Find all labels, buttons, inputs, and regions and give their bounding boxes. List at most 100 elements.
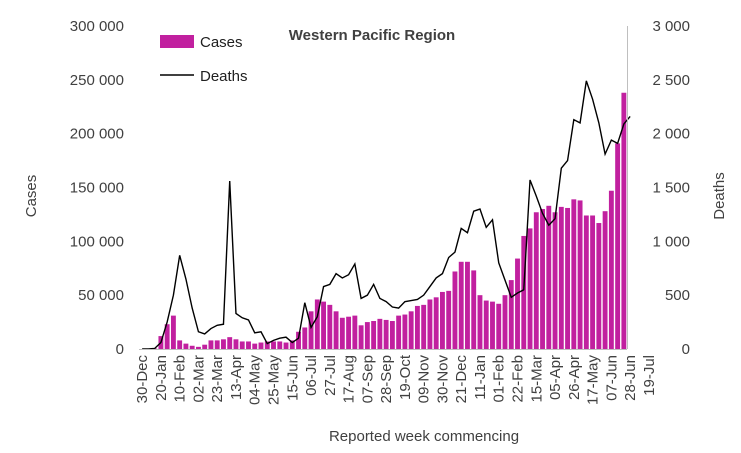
x-tick-label: 28-Sep	[378, 355, 395, 403]
cases-bar	[452, 271, 458, 349]
cases-bar	[402, 314, 408, 349]
legend-cases-label: Cases	[200, 34, 243, 51]
x-tick-label: 20-Jan	[153, 355, 170, 401]
x-tick-label: 06-Jul	[303, 355, 320, 396]
x-tick-label: 27-Jul	[322, 355, 339, 396]
x-tick-label: 11-Jan	[472, 355, 489, 400]
cases-bar	[252, 343, 258, 349]
cases-bar	[283, 342, 289, 349]
cases-bar	[164, 324, 170, 349]
x-tick-label: 30-Nov	[434, 355, 451, 404]
x-axis-title: Reported week commencing	[329, 428, 519, 445]
cases-bar	[177, 340, 183, 349]
y2-tick-label: 1 000	[652, 233, 690, 250]
y2-tick-label: 2 500	[652, 72, 690, 89]
cases-bar	[364, 322, 370, 349]
cases-bar	[302, 327, 308, 349]
cases-bar	[296, 331, 301, 349]
y2-tick-label: 500	[665, 287, 690, 304]
x-tick-label: 02-Mar	[190, 355, 207, 403]
x-tick-label: 10-Feb	[172, 355, 189, 403]
cases-bar	[608, 190, 614, 349]
cases-bar	[590, 215, 596, 349]
cases-bar	[521, 235, 527, 349]
x-tick-label: 22-Feb	[510, 355, 527, 403]
cases-bar	[239, 341, 245, 349]
cases-bar	[615, 143, 621, 349]
y-tick-label: 300 000	[70, 18, 124, 35]
cases-bar	[327, 304, 333, 349]
cases-bar	[358, 325, 364, 349]
cases-bar	[496, 303, 502, 349]
x-tick-label: 19-Oct	[397, 354, 414, 400]
x-tick-label: 19-Jul	[641, 355, 658, 396]
cases-bar	[490, 301, 495, 349]
cases-bars	[152, 92, 627, 349]
cases-bar	[352, 315, 358, 349]
cases-bar	[170, 315, 176, 349]
cases-bar	[389, 321, 395, 349]
legend-deaths-label: Deaths	[200, 68, 248, 85]
cases-bar	[371, 321, 377, 349]
deaths-line	[142, 80, 631, 350]
cases-bar	[196, 346, 201, 349]
cases-bar	[346, 316, 352, 349]
cases-bar	[552, 212, 558, 349]
cases-bar	[446, 290, 452, 349]
cases-bar	[202, 344, 208, 349]
cases-bar	[277, 341, 283, 349]
y-axis-ticks: 0 50 000 100 000 150 000 200 000 250 000 300 0…	[70, 18, 124, 358]
cases-bar	[339, 317, 345, 349]
cases-bar	[465, 261, 470, 349]
y2-tick-label: 1 500	[652, 180, 690, 197]
cases-bar	[314, 299, 320, 349]
cases-bar	[271, 341, 276, 349]
x-tick-label: 15-Jun	[284, 355, 301, 401]
y-tick-label: 250 000	[70, 72, 124, 89]
cases-bar	[565, 207, 570, 349]
cases-bar	[308, 311, 314, 349]
cases-bar	[383, 319, 389, 349]
x-tick-label: 15-Mar	[528, 355, 545, 403]
legend: Cases Deaths	[160, 34, 248, 85]
x-tick-label: 05-Apr	[547, 355, 564, 400]
x-tick-label: 21-Dec	[453, 355, 470, 404]
cases-bar	[577, 200, 583, 349]
cases-bar	[258, 342, 264, 349]
cases-bar	[221, 339, 226, 349]
x-axis-ticks: 30-Dec 20-Jan 10-Feb 02-Mar 23-Mar 13-Apr 04-M…	[134, 354, 658, 405]
cases-bar	[227, 337, 233, 349]
cases-bar	[502, 295, 508, 349]
x-tick-label: 04-May	[247, 355, 264, 406]
x-tick-label: 13-Apr	[228, 355, 245, 400]
cases-bar	[515, 258, 520, 349]
cases-bar	[396, 315, 402, 349]
legend-cases-swatch	[160, 35, 194, 48]
x-tick-label: 28-Jun	[622, 355, 639, 401]
cases-bar	[540, 209, 545, 349]
x-tick-label: 30-Dec	[134, 355, 151, 404]
cases-bar	[408, 311, 414, 349]
x-tick-label: 01-Feb	[491, 355, 508, 403]
cases-bar	[208, 340, 214, 349]
y2-tick-label: 0	[682, 341, 690, 358]
cases-bar	[233, 339, 239, 349]
cases-bar	[433, 297, 439, 349]
cases-bar	[421, 304, 427, 349]
y-axis-title: Cases	[23, 175, 40, 218]
x-tick-label: 23-Mar	[209, 355, 226, 403]
cases-bar	[596, 223, 602, 349]
cases-bar	[427, 299, 433, 349]
y-tick-label: 0	[116, 341, 124, 358]
y2-axis-ticks: 0 500 1 000 1 500 2 000 2 500 3 000	[652, 18, 690, 358]
y2-tick-label: 2 000	[652, 126, 690, 143]
cases-bar	[183, 343, 189, 349]
y-tick-label: 150 000	[70, 180, 124, 197]
chart-title: Western Pacific Region	[289, 27, 455, 44]
y-tick-label: 200 000	[70, 126, 124, 143]
cases-bar	[483, 300, 489, 349]
cases-bar	[508, 280, 514, 349]
x-tick-label: 25-May	[266, 355, 283, 406]
cases-bar	[602, 211, 608, 349]
